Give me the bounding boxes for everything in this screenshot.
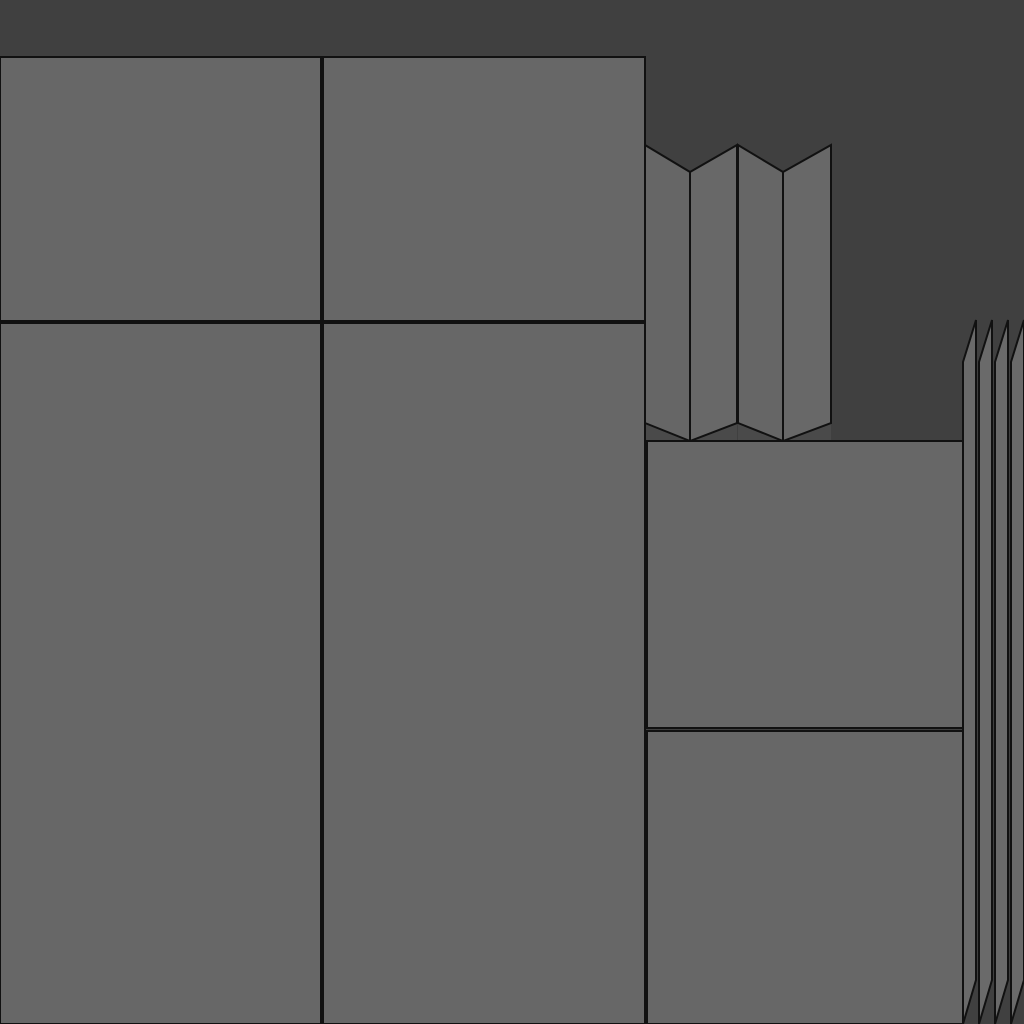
mid-panel-upper bbox=[646, 440, 964, 729]
mid-panel-lower bbox=[646, 730, 964, 1024]
accordion-blade-3 bbox=[994, 319, 1009, 1024]
accordion-wedge-left bbox=[645, 423, 737, 441]
accordion-blade-1 bbox=[962, 319, 977, 1024]
accordion-facet-3 bbox=[737, 143, 784, 443]
folded-accordion-panel-front bbox=[644, 143, 832, 443]
accordion-facet-4 bbox=[782, 143, 832, 443]
large-flat-panel-upper-right bbox=[322, 56, 646, 322]
flat-panel-group bbox=[0, 56, 964, 1024]
large-flat-panel-upper-left bbox=[0, 56, 322, 322]
accordion-blade-2 bbox=[978, 319, 993, 1024]
accordion-wedge-right bbox=[738, 423, 831, 441]
accordion-facet-2 bbox=[689, 143, 738, 443]
folded-accordion-panel-edge-on bbox=[962, 319, 1024, 1024]
accordion-blade-4 bbox=[1010, 319, 1024, 1024]
accordion-facet-1 bbox=[644, 143, 691, 443]
large-flat-panel-lower-left bbox=[0, 322, 322, 1024]
large-flat-panel-lower-right bbox=[322, 322, 646, 1024]
